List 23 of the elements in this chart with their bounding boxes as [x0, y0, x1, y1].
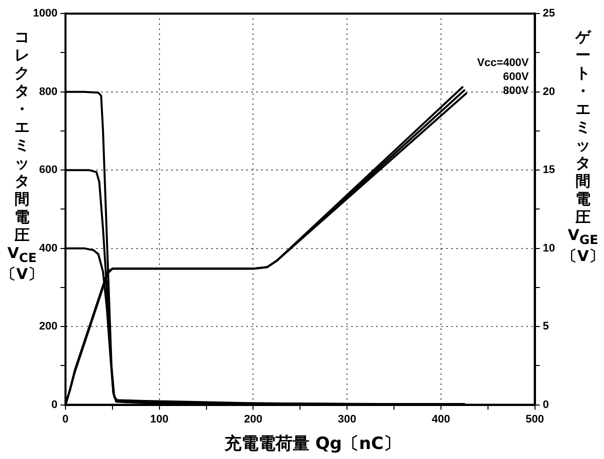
x-tick-label: 200 — [244, 413, 262, 426]
y-tick-label: 1000 — [32, 8, 58, 20]
y-tick-label: 600 — [39, 164, 58, 176]
y2-tick-label: 20 — [542, 86, 556, 98]
y-tick-label: 400 — [39, 242, 58, 254]
y2-tick-label: 5 — [542, 320, 549, 333]
y2-tick-label: 25 — [542, 8, 556, 20]
text: 800V — [503, 85, 530, 98]
x-tick-label: 300 — [338, 413, 356, 426]
x-axis-title: 充電電荷量 Qg〔nC〕 — [223, 433, 402, 455]
x-tick-label: 100 — [150, 413, 169, 426]
x-tick-label: 500 — [526, 413, 544, 426]
y2-tick-label: 10 — [542, 242, 556, 254]
text: 600V — [503, 71, 530, 84]
y-tick-label: 0 — [51, 398, 58, 411]
text: ゲート・エミッタ間電圧 V$_{GE}$ 〔V〕 — [562, 28, 604, 265]
x-tick-label: 0 — [62, 413, 69, 426]
y2-tick-label: 15 — [542, 164, 556, 176]
x-tick-label: 400 — [432, 413, 450, 426]
y-tick-label: 800 — [39, 86, 58, 98]
text: Vcc=400V — [477, 57, 530, 70]
y2-tick-label: 0 — [542, 398, 549, 411]
y-tick-label: 200 — [39, 320, 58, 333]
